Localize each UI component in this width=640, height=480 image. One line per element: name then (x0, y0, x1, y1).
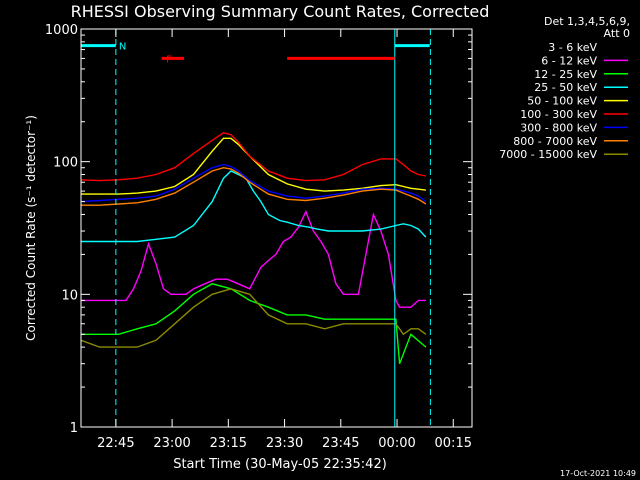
legend-label-6: 300 - 800 keV (520, 121, 597, 134)
y-tick-label-1: 10 (61, 288, 78, 303)
series-line-2 (81, 283, 427, 364)
series-line-4 (81, 137, 426, 195)
y-axis-label: Corrected Count Rate (s⁻¹ detector⁻¹) (24, 115, 38, 341)
legend-label-2: 12 - 25 keV (534, 68, 597, 81)
x-tick-label-3: 23:30 (266, 436, 303, 451)
legend-label-4: 50 - 100 keV (527, 95, 597, 108)
annotation-label-1: F (166, 54, 172, 65)
y-tick-label-0: 1 (70, 421, 78, 436)
x-tick-label-1: 23:00 (153, 436, 190, 451)
legend-label-5: 100 - 300 keV (520, 108, 597, 121)
x-tick-label-5: 00:00 (378, 436, 415, 451)
y-tick-label-3: 1000 (45, 23, 78, 38)
legend-header-0: Det 1,3,4,5,6,9, (544, 15, 630, 28)
series-line-3 (81, 170, 427, 243)
legend-label-7: 800 - 7000 keV (513, 135, 597, 148)
x-tick-label-6: 00:15 (435, 436, 472, 451)
x-axis-label: Start Time (30-May-05 22:35:42) (173, 457, 387, 472)
footer-timestamp: 17-Oct-2021 10:49 (560, 469, 636, 478)
annotation-label-0: N (119, 42, 126, 53)
x-tick-label-0: 22:45 (97, 436, 134, 451)
series-line-1 (81, 209, 426, 308)
x-tick-label-4: 23:45 (322, 436, 359, 451)
legend-label-1: 6 - 12 keV (541, 54, 597, 67)
series-line-8 (80, 288, 427, 348)
legend-label-8: 7000 - 15000 keV (499, 148, 597, 161)
annotation-layer: NF (81, 29, 431, 427)
series-line-5 (80, 132, 427, 182)
axis-layer: 22:45 23:00 23:15 23:30 23:45 00:00 00:15 1 10 10… (45, 23, 472, 451)
legend-label-0: 3 - 6 keV (548, 41, 597, 54)
plot-frame (80, 28, 473, 428)
chart-title: RHESSI Observing Summary Count Rates, Co… (71, 2, 490, 21)
x-tick-label-2: 23:15 (210, 436, 247, 451)
legend-header-1: Att 0 (604, 27, 630, 40)
series-layer (80, 132, 427, 413)
series-line-6 (80, 163, 427, 203)
series-line-7 (81, 166, 427, 206)
legend-label-3: 25 - 50 keV (534, 81, 597, 94)
y-tick-label-2: 100 (53, 156, 78, 171)
series-line-0 (81, 221, 426, 413)
